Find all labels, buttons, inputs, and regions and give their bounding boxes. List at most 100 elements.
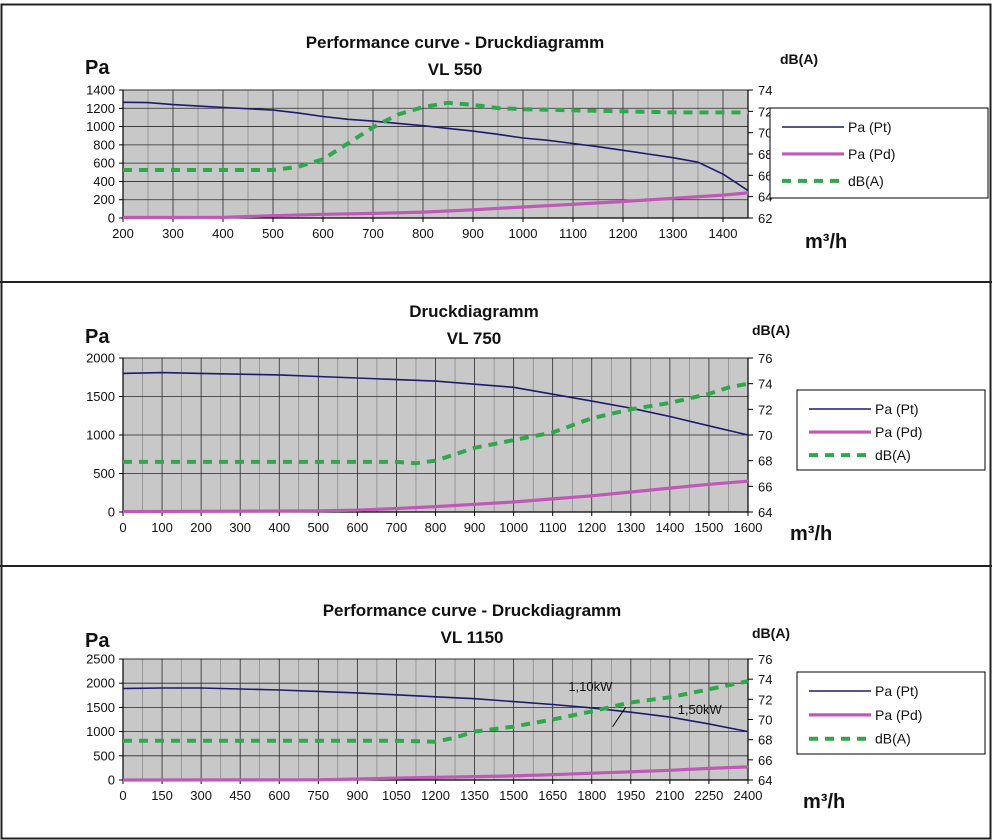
chart-title: Druckdiagramm [409,302,538,321]
legend-label-db: dB(A) [848,173,884,189]
y-tick-label: 2000 [86,676,115,691]
y2-tick-label: 70 [758,713,772,728]
x-tick-label: 1500 [694,520,723,535]
x-tick-label: 300 [162,226,184,241]
x-tick-label: 500 [307,520,329,535]
x-tick-label: 900 [347,788,369,803]
x-axis-label: m³/h [803,791,845,813]
x-tick-label: 1400 [655,520,684,535]
y-tick-label: 1000 [86,119,115,134]
y-tick-label: 1200 [86,101,115,116]
y-tick-label: 1400 [86,83,115,98]
legend-label-pd: Pa (Pd) [848,146,895,162]
y2-axis-label: dB(A) [752,625,790,641]
y2-tick-label: 66 [758,168,772,183]
y-axis-label: Pa [85,57,110,79]
x-tick-label: 300 [190,788,212,803]
x-tick-label: 500 [262,226,284,241]
series-line-pd [122,479,749,514]
legend-label-pt: Pa (Pt) [848,119,892,135]
y2-axis-label: dB(A) [780,51,818,67]
y2-tick-label: 66 [758,479,772,494]
y-tick-label: 2000 [86,351,115,366]
x-tick-label: 1950 [616,788,645,803]
x-tick-label: 1200 [609,226,638,241]
x-tick-label: 2250 [694,788,723,803]
y2-tick-label: 70 [758,428,772,443]
x-tick-label: 700 [386,520,408,535]
y2-tick-label: 76 [758,652,772,667]
legend: Pa (Pt) Pa (Pd) dB(A) [796,389,986,471]
y2-tick-label: 70 [758,126,772,141]
chart-model: VL 750 [447,329,502,348]
x-tick-label: 1200 [577,520,606,535]
y2-tick-label: 64 [758,773,772,788]
outer-frame [0,3,992,840]
x-tick-label: 900 [462,226,484,241]
x-tick-label: 1500 [499,788,528,803]
gridlines [122,89,748,219]
y-tick-label: 500 [93,466,115,481]
x-tick-label: 800 [412,226,434,241]
x-tick-label: 700 [362,226,384,241]
x-tick-label: 600 [312,226,334,241]
x-tick-label: 1350 [460,788,489,803]
y2-tick-label: 68 [758,454,772,469]
legend-label-db: dB(A) [875,447,911,463]
x-tick-label: 1650 [538,788,567,803]
series-line-pt [122,101,749,192]
y-tick-label: 600 [93,156,115,171]
chart-panel-1: Performance curve - Druckdiagramm VL 550 P… [85,33,989,253]
y-axis-label: Pa [85,630,110,652]
chart-model: VL 1150 [440,628,503,647]
x-tick-label: 750 [307,788,329,803]
x-tick-label: 300 [229,520,251,535]
y2-tick-label: 64 [758,190,772,205]
y2-tick-label: 76 [758,351,772,366]
series-line-db [123,679,749,744]
x-tick-label: 200 [190,520,212,535]
x-tick-label: 2400 [734,788,763,803]
annotation-leader [612,707,627,728]
y2-tick-label: 74 [758,672,772,687]
gridlines [122,357,749,513]
x-tick-label: 0 [119,788,126,803]
legend-label-pd: Pa (Pd) [875,707,922,723]
y-tick-label: 1500 [86,389,115,404]
x-tick-label: 1600 [734,520,763,535]
series-line-pd [122,191,749,220]
annotation-label: 1,50kW [678,702,723,717]
x-axis-label: m³/h [790,523,832,545]
x-tick-label: 1800 [577,788,606,803]
x-tick-label: 1300 [616,520,645,535]
x-tick-label: 1000 [499,520,528,535]
x-tick-label: 200 [112,226,134,241]
x-tick-label: 1200 [421,788,450,803]
y2-axis-label: dB(A) [752,322,790,338]
y-tick-label: 0 [108,211,115,226]
y2-tick-label: 72 [758,104,772,119]
annotation-label: 1,10kW [568,679,613,694]
x-tick-label: 0 [119,520,126,535]
y2-tick-label: 68 [758,733,772,748]
chart-panel-2: Druckdiagramm VL 750 Pa dB(A) m³/h 0 100 200 300… [0,281,992,545]
y2-tick-label: 62 [758,211,772,226]
x-tick-label: 400 [268,520,290,535]
legend-label-pt: Pa (Pt) [875,683,919,699]
y-tick-label: 0 [108,505,115,520]
y2-tick-label: 72 [758,692,772,707]
y-tick-label: 500 [93,748,115,763]
y-tick-label: 400 [93,174,115,189]
y-tick-label: 1000 [86,428,115,443]
x-tick-label: 450 [229,788,251,803]
y-tick-label: 0 [108,773,115,788]
x-tick-label: 600 [347,520,369,535]
legend-label-pt: Pa (Pt) [875,401,919,417]
chart-panel-3: Performance curve - Druckdiagramm VL 1150… [0,565,992,813]
x-tick-label: 1100 [559,226,587,241]
y-tick-label: 2500 [86,652,115,667]
series-line-pt [122,687,749,733]
legend: Pa (Pt) Pa (Pd) dB(A) [769,107,989,199]
